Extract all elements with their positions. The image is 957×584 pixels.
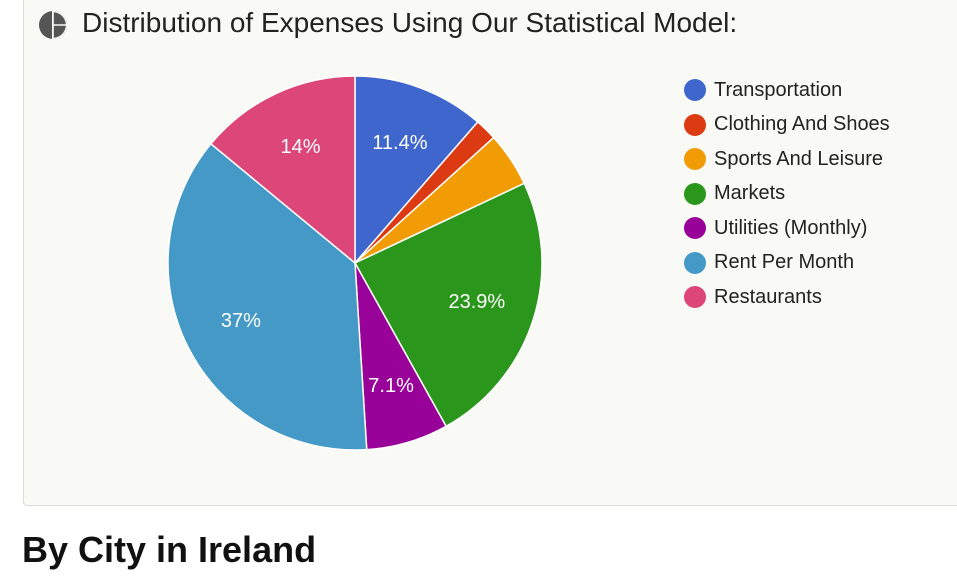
- legend-label: Utilities (Monthly): [714, 216, 868, 239]
- legend-swatch: [684, 182, 706, 205]
- legend-swatch: [684, 148, 706, 171]
- legend-item[interactable]: Clothing And Shoes: [684, 108, 890, 143]
- legend-label: Sports And Leisure: [714, 147, 883, 170]
- legend-item[interactable]: Sports And Leisure: [684, 142, 890, 177]
- pie-slice-value-label: 7.1%: [368, 375, 414, 397]
- legend: Transportation Clothing And Shoes Sports A…: [684, 73, 890, 315]
- legend-label: Markets: [714, 182, 786, 205]
- pie-slice-rent-per-month[interactable]: [167, 142, 368, 451]
- pie-slice-value-label: 37%: [221, 310, 261, 332]
- legend-label: Restaurants: [714, 285, 822, 308]
- section-heading: By City in Ireland: [22, 529, 317, 570]
- legend-label: Rent Per Month: [714, 251, 855, 274]
- legend-label: Transportation: [714, 78, 843, 101]
- legend-swatch: [684, 79, 706, 102]
- legend-item[interactable]: Rent Per Month: [684, 246, 890, 281]
- pie-slice-restaurants[interactable]: [209, 75, 356, 265]
- pie-chart-icon: [39, 10, 68, 40]
- chart-title: Distribution of Expenses Using Our Stati…: [82, 7, 738, 38]
- legend-item[interactable]: Markets: [684, 177, 890, 212]
- pie-slice-value-label: 23.9%: [448, 291, 505, 313]
- legend-swatch: [684, 286, 706, 309]
- pie-slice-transportation[interactable]: [354, 75, 479, 266]
- legend-item[interactable]: Restaurants: [684, 280, 890, 315]
- legend-swatch: [684, 251, 706, 274]
- legend-label: Clothing And Shoes: [714, 113, 890, 136]
- legend-swatch: [684, 217, 706, 240]
- legend-swatch: [684, 113, 706, 136]
- pie-slice-markets[interactable]: [353, 182, 543, 428]
- pie-slice-value-label: 11.4%: [372, 132, 427, 154]
- pie-slice-value-label: 14%: [280, 136, 320, 158]
- legend-item[interactable]: Utilities (Monthly): [684, 211, 890, 246]
- legend-item[interactable]: Transportation: [684, 73, 890, 108]
- pie-chart: 11.4% 23.9% 7.1% 37% 14%: [167, 75, 543, 451]
